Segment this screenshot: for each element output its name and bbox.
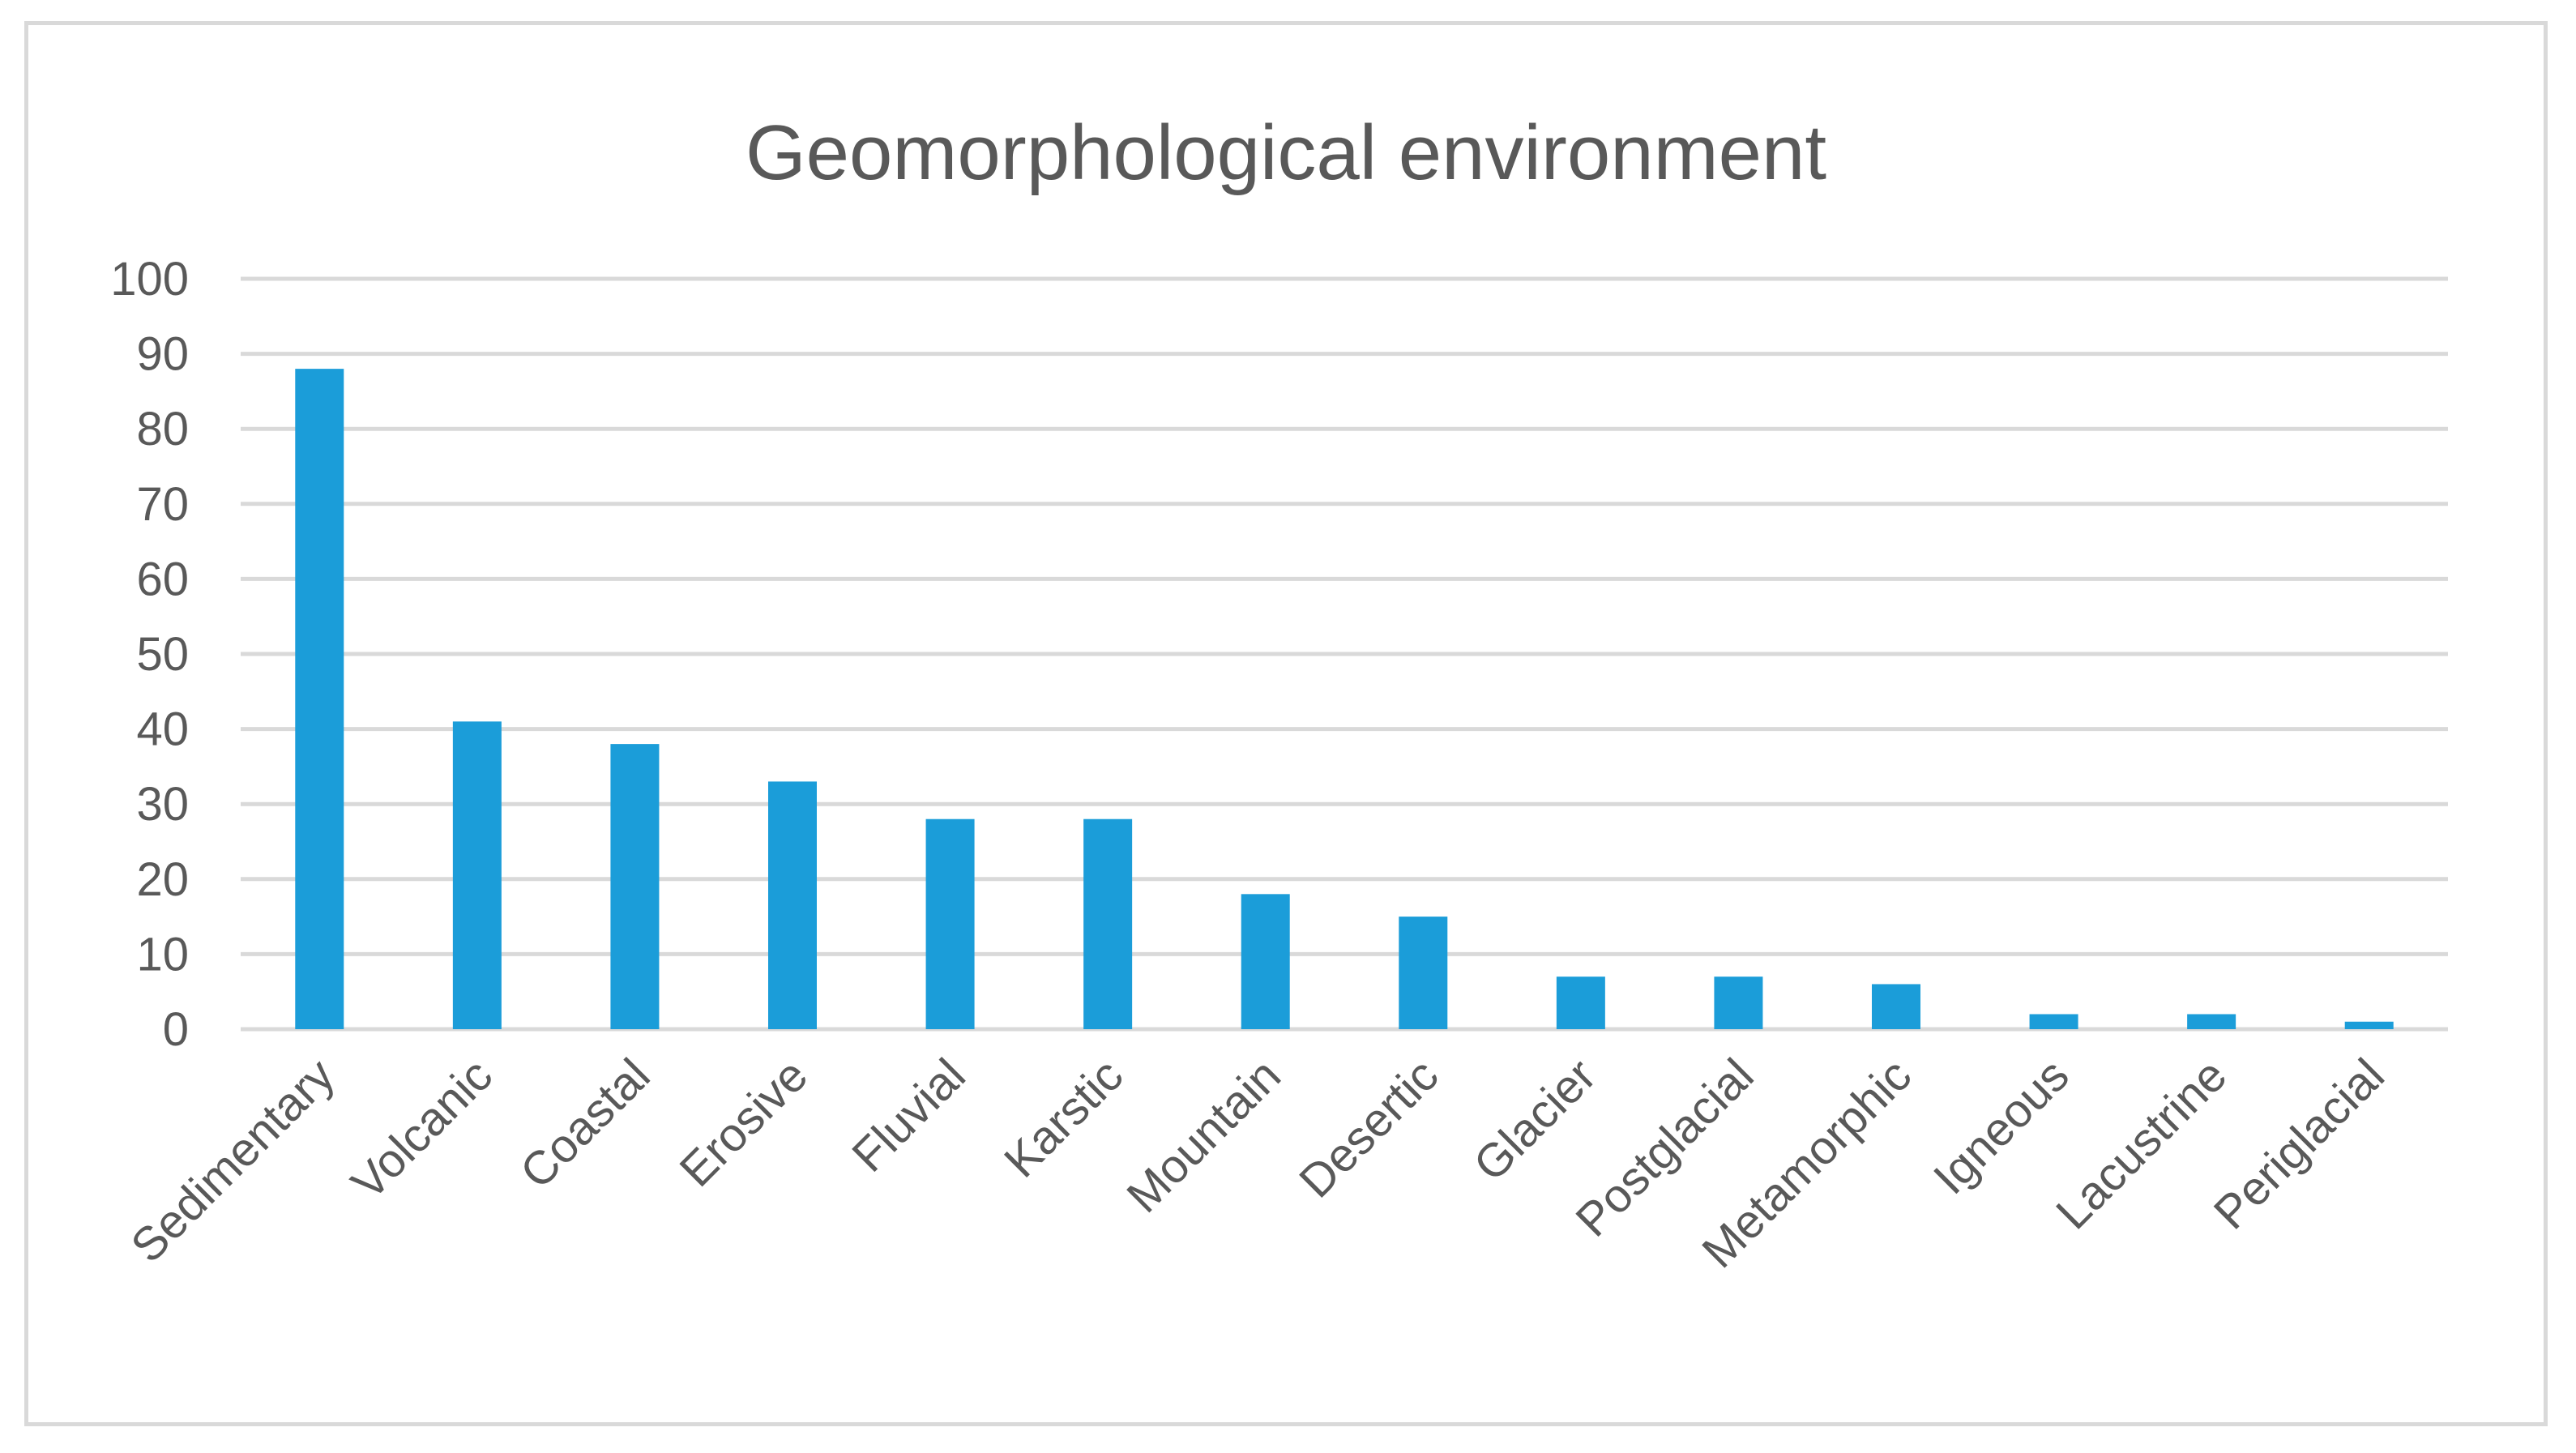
y-tick-label: 40 bbox=[136, 703, 189, 756]
y-tick-label: 30 bbox=[136, 778, 189, 831]
x-category-label: Mountain bbox=[1117, 1049, 1291, 1223]
y-tick-label: 10 bbox=[136, 928, 189, 981]
bar-postglacial bbox=[1714, 977, 1763, 1029]
y-tick-label: 20 bbox=[136, 853, 189, 906]
y-tick-label: 80 bbox=[136, 403, 189, 455]
y-tick-label: 90 bbox=[136, 328, 189, 381]
bar-mountain bbox=[1241, 894, 1290, 1029]
x-category-label: Coastal bbox=[511, 1049, 660, 1199]
x-category-label: Periglacial bbox=[2204, 1049, 2394, 1239]
bar-igneous bbox=[2029, 1014, 2078, 1029]
y-tick-label: 60 bbox=[136, 553, 189, 605]
y-tick-label: 0 bbox=[163, 1003, 189, 1056]
bar-fluvial bbox=[925, 818, 975, 1029]
bar-metamorphic bbox=[1872, 984, 1920, 1029]
bar-desertic bbox=[1399, 917, 1448, 1029]
gridlines bbox=[241, 276, 2448, 1032]
y-tick-label: 70 bbox=[136, 478, 189, 531]
y-axis-ticks: 0 10 20 30 40 50 60 70 80 90 100 bbox=[110, 253, 189, 1056]
y-tick-label: 50 bbox=[136, 628, 189, 681]
x-category-label: Lacustrine bbox=[2046, 1049, 2236, 1239]
y-tick-label: 100 bbox=[110, 253, 189, 306]
x-category-label: Volcanic bbox=[341, 1049, 502, 1210]
bar-volcanic bbox=[452, 721, 502, 1029]
x-category-label: Igneous bbox=[1924, 1049, 2079, 1204]
bar-erosive bbox=[768, 781, 817, 1029]
x-category-label: Karstic bbox=[994, 1049, 1133, 1187]
bar-karstic bbox=[1083, 818, 1133, 1029]
bar-glacier bbox=[1556, 977, 1605, 1029]
bar-lacustrine bbox=[2187, 1014, 2236, 1029]
x-category-label: Glacier bbox=[1463, 1049, 1606, 1191]
x-category-label: Fluvial bbox=[842, 1049, 975, 1182]
x-category-label: Desertic bbox=[1289, 1049, 1448, 1207]
bar-coastal bbox=[610, 744, 660, 1029]
bar-sedimentary bbox=[295, 369, 344, 1029]
bar-periglacial bbox=[2344, 1021, 2394, 1029]
x-category-label: Sedimentary bbox=[121, 1049, 344, 1272]
bar-chart: Geomorphological environment 0 10 20 30 40 50… bbox=[110, 109, 2448, 1278]
chart-title: Geomorphological environment bbox=[745, 109, 1826, 196]
chart-frame: Geomorphological environment 0 10 20 30 40 50… bbox=[24, 21, 2548, 1426]
bars bbox=[295, 369, 2394, 1029]
x-category-label: Erosive bbox=[669, 1049, 818, 1197]
